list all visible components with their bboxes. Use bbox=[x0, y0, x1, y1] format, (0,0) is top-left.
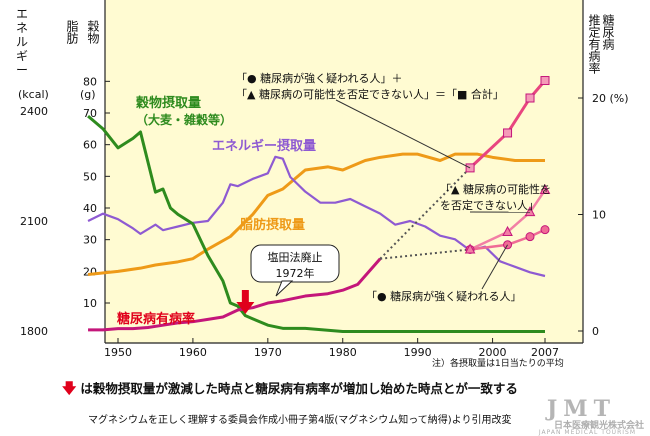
energy-tick-label: 2100 bbox=[20, 215, 48, 228]
rate-tick-label: 0 bbox=[592, 325, 599, 338]
grain-axis-title: 穀物 bbox=[86, 20, 100, 44]
diabetes-label: 糖尿病有病率 bbox=[117, 311, 195, 327]
salt-law-year: 1972年 bbox=[276, 266, 315, 280]
fat-grain-tick-label: 20 bbox=[83, 265, 97, 278]
x-tick-label: 1950 bbox=[104, 346, 132, 359]
strong-marker bbox=[526, 233, 534, 241]
energy-axis-title-char: ー bbox=[16, 63, 28, 77]
total-marker bbox=[504, 129, 512, 137]
fat-axis-title: 脂肪 bbox=[65, 19, 79, 45]
fat-grain-tick-label: 80 bbox=[83, 75, 97, 88]
x-tick-label: 1960 bbox=[179, 346, 207, 359]
total-marker bbox=[526, 94, 534, 102]
energy-tick-label: 2400 bbox=[20, 105, 48, 118]
rate-axis-title-1: 糖尿病 bbox=[601, 13, 615, 51]
x-tick-label: 2007 bbox=[531, 346, 559, 359]
energy-axis-unit: (kcal) bbox=[18, 88, 49, 101]
fat-grain-tick-label: 60 bbox=[83, 139, 97, 152]
fat-grain-tick-label: 50 bbox=[83, 170, 97, 183]
fat-grain-tick-label: 30 bbox=[83, 234, 97, 247]
rate-tick-label: 10 bbox=[592, 209, 606, 222]
company-watermark: JMT 日本医療観光株式会社 JAPAN MEDICAL TOURISM bbox=[484, 396, 644, 430]
legend-line-2: 「▲ 糖尿病の可能性を否定できない人」＝「■ 合計」 bbox=[236, 87, 504, 101]
grain-sublabel: （大麦・雑穀等） bbox=[136, 112, 232, 127]
takeaway-text: は穀物摂取量が激減した時点と糖尿病有病率が増加し始めた時点とが一致する bbox=[80, 381, 518, 396]
energy-axis-title-char: ネ bbox=[16, 21, 28, 35]
x-tick-label: 1970 bbox=[254, 346, 282, 359]
rate-tick-label: 20 (%) bbox=[592, 92, 629, 105]
x-tick-label: 1980 bbox=[329, 346, 357, 359]
watermark-english-name: JAPAN MEDICAL TOURISM bbox=[539, 429, 636, 436]
grain-label: 穀物摂取量 bbox=[135, 95, 201, 111]
legend-line-1: 「● 糖尿病が強く疑われる人」＋ bbox=[236, 71, 403, 85]
strong-marker bbox=[541, 226, 549, 234]
diabetes-nutrition-chart: エネルギー (kcal) 1800 2100 2400 脂肪穀物 (g) 10 20 30 40 50… bbox=[0, 0, 650, 380]
intake-note: 注）各摂取量は1日当たりの平均 bbox=[432, 357, 564, 369]
x-tick-label: 2000 bbox=[479, 346, 507, 359]
drop-arrow-shaft bbox=[242, 290, 249, 302]
fat-grain-axis-unit: (g) bbox=[80, 88, 96, 101]
strong-label: 「● 糖尿病が強く疑われる人」 bbox=[366, 289, 522, 303]
down-arrow-icon: 🡇 bbox=[62, 381, 76, 397]
fat-grain-tick-label: 40 bbox=[83, 202, 97, 215]
salt-law-text: 塩田法廃止 bbox=[268, 250, 323, 264]
total-marker bbox=[541, 77, 549, 85]
possible-label-1: 「▲ 糖尿病の可能性を bbox=[440, 182, 551, 196]
energy-tick-label: 1800 bbox=[20, 325, 48, 338]
energy-axis-title-char: ル bbox=[16, 35, 28, 49]
x-tick-label: 1990 bbox=[404, 346, 432, 359]
fat-label: 脂肪摂取量 bbox=[239, 217, 305, 233]
rate-axis-title-2: 推定有病率 bbox=[587, 14, 601, 74]
possible-label-2: を否定できない人」 bbox=[440, 198, 539, 212]
energy-label: エネルギー摂取量 bbox=[212, 138, 316, 154]
fat-grain-tick-label: 10 bbox=[83, 297, 97, 310]
energy-axis-title-char: エ bbox=[16, 7, 28, 21]
energy-axis-title-char: ギ bbox=[16, 49, 28, 63]
